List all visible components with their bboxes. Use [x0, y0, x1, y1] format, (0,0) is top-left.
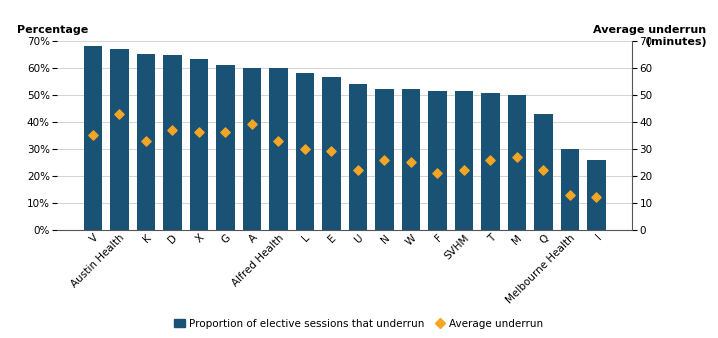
- Bar: [163, 55, 182, 230]
- Bar: [349, 84, 367, 230]
- Point: [326, 149, 337, 154]
- Point: [458, 168, 470, 173]
- Bar: [481, 93, 500, 230]
- Bar: [508, 95, 526, 230]
- Point: [299, 146, 311, 151]
- Bar: [401, 89, 420, 230]
- Text: Percentage: Percentage: [17, 25, 88, 35]
- Bar: [296, 73, 314, 230]
- Bar: [243, 68, 261, 230]
- Bar: [428, 91, 447, 230]
- Bar: [190, 59, 208, 230]
- Bar: [322, 77, 340, 230]
- Point: [193, 130, 205, 135]
- Point: [273, 138, 284, 143]
- Bar: [454, 91, 473, 230]
- Bar: [110, 49, 129, 230]
- Point: [220, 130, 231, 135]
- Legend: Proportion of elective sessions that underrun, Average underrun: Proportion of elective sessions that und…: [170, 314, 548, 333]
- Point: [511, 154, 523, 160]
- Bar: [83, 46, 102, 230]
- Bar: [216, 65, 235, 230]
- Bar: [534, 114, 553, 230]
- Point: [405, 160, 416, 165]
- Point: [167, 127, 178, 132]
- Bar: [561, 149, 579, 230]
- Point: [432, 170, 443, 176]
- Point: [538, 168, 549, 173]
- Point: [140, 138, 151, 143]
- Bar: [269, 68, 288, 230]
- Point: [113, 111, 125, 116]
- Point: [485, 157, 496, 162]
- Point: [378, 157, 390, 162]
- Point: [87, 132, 98, 138]
- Text: Average underrun
(minutes): Average underrun (minutes): [593, 25, 707, 47]
- Bar: [375, 89, 393, 230]
- Bar: [587, 160, 606, 230]
- Point: [246, 122, 258, 127]
- Bar: [136, 54, 155, 230]
- Point: [564, 192, 576, 197]
- Point: [352, 168, 363, 173]
- Point: [591, 195, 602, 200]
